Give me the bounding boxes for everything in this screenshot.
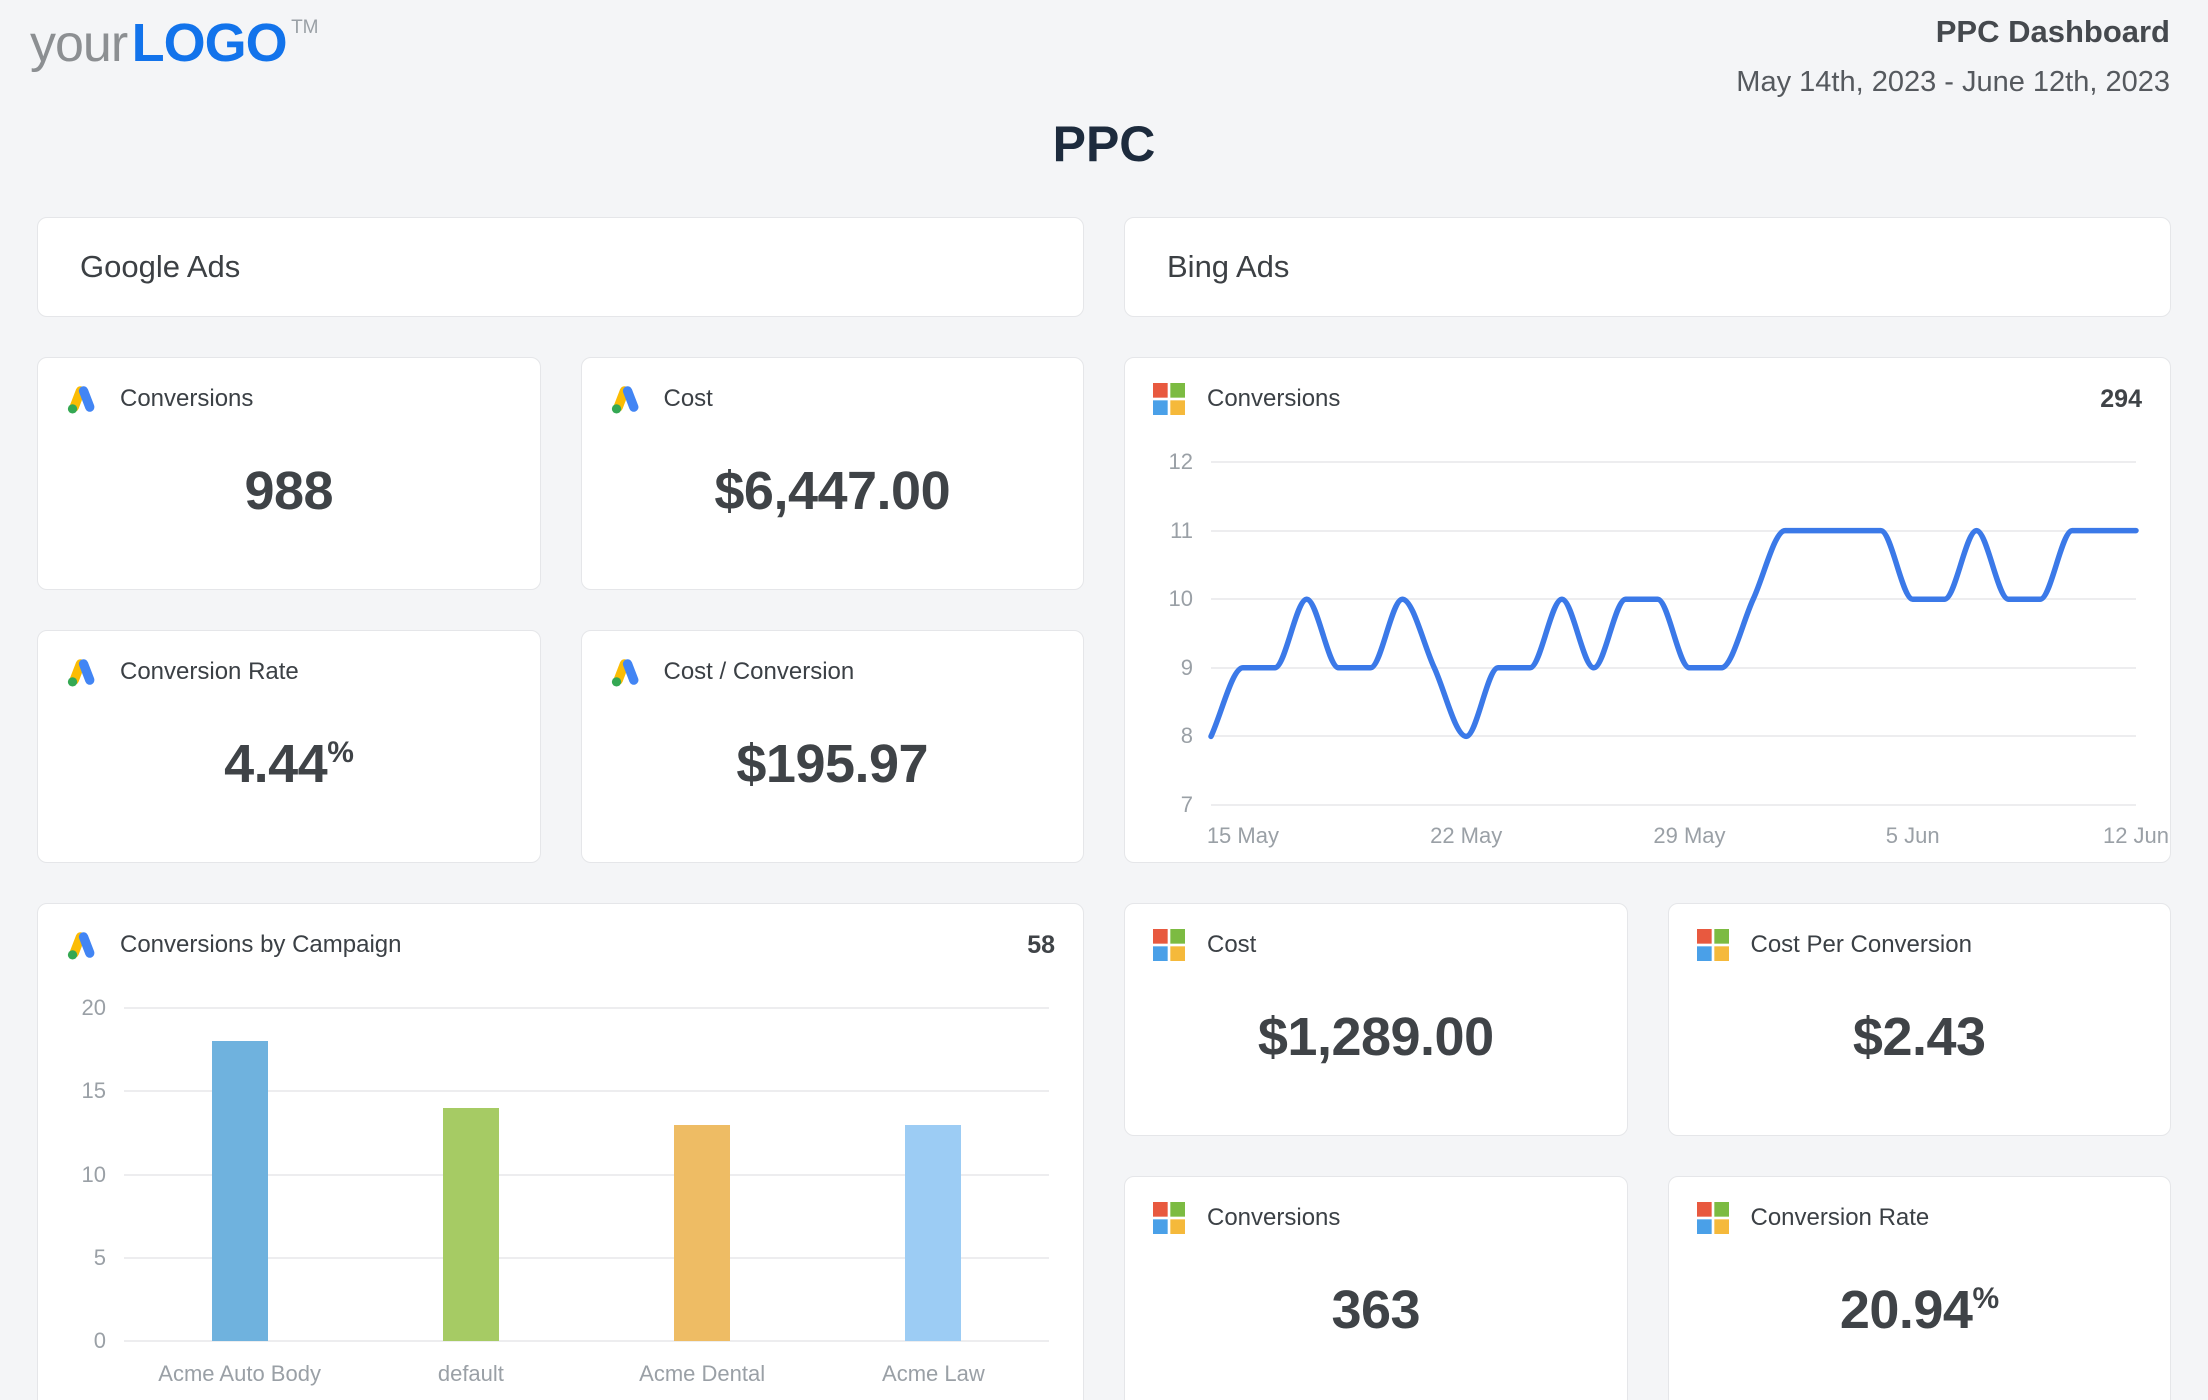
google-ads-icon xyxy=(66,929,98,961)
bing-ads-section: Bing Ads Conversions 294 12 11 10 9 8 7 15 May… xyxy=(1124,217,2171,1400)
stat-value: 988 xyxy=(244,460,334,521)
stat-value: $2.43 xyxy=(1852,1006,1986,1067)
conversions-line-chart: 12 11 10 9 8 7 15 May 22 May 29 May 5 Jun 12 Jun xyxy=(1153,449,2170,862)
y-axis-label: 7 xyxy=(1180,792,1193,817)
x-axis-label: Acme Dental xyxy=(639,1361,766,1386)
dashboard-grid: Google Ads Conversions 988 Cost $6,447.0… xyxy=(37,217,2171,1400)
google-stats-grid: Conversions 988 Cost $6,447.00 Conversio… xyxy=(37,357,1084,863)
stat-label: Conversion Rate xyxy=(1750,1204,1930,1231)
x-axis-label: 22 May xyxy=(1430,823,1503,848)
y-axis-label: 10 xyxy=(1168,586,1193,612)
y-axis-label: 8 xyxy=(1180,723,1193,749)
stat-value: $6,447.00 xyxy=(714,460,951,521)
x-axis-label: Acme Law xyxy=(882,1361,985,1386)
stat-value: $1,289.00 xyxy=(1257,1006,1494,1067)
stat-card-bing-conversions: Conversions 363 xyxy=(1124,1176,1628,1400)
y-axis-label: 12 xyxy=(1168,449,1193,474)
stat-card-google-cost: Cost $6,447.00 xyxy=(580,357,1084,590)
stat-label: Cost Per Conversion xyxy=(1750,931,1972,958)
logo-trademark: TM xyxy=(291,17,319,38)
gridline xyxy=(124,1340,1049,1342)
x-axis-label: 29 May xyxy=(1653,823,1726,848)
chart-title: Conversions by Campaign xyxy=(120,931,402,958)
stat-value: 363 xyxy=(1331,1279,1421,1340)
logo-text-your: your xyxy=(30,15,128,73)
microsoft-icon xyxy=(1697,929,1729,961)
stat-card-google-conversions: Conversions 988 xyxy=(37,357,541,590)
microsoft-icon xyxy=(1153,383,1185,415)
logo-text-logo: LOGO xyxy=(131,13,288,73)
bing-conversions-chart-card: Conversions 294 12 11 10 9 8 7 15 May 22 May 29 … xyxy=(1124,357,2171,863)
stat-label: Conversion Rate xyxy=(120,658,299,685)
bar-acme-dental xyxy=(674,1124,731,1341)
stat-value: 4.44% xyxy=(224,733,354,794)
bar-default xyxy=(442,1107,499,1341)
x-axis-label: default xyxy=(437,1361,504,1386)
stat-card-bing-cost-per-conversion: Cost Per Conversion $2.43 xyxy=(1667,903,2171,1136)
header: your LOGO TM PPC Dashboard May 14th, 202… xyxy=(0,0,2208,99)
gridline xyxy=(1211,598,2136,601)
google-ads-icon xyxy=(610,383,642,415)
gridline xyxy=(1211,804,2136,806)
x-axis-label: 5 Jun xyxy=(1885,823,1940,848)
chart-total-badge: 294 xyxy=(2100,384,2142,413)
stat-label: Cost xyxy=(663,385,713,412)
gridline xyxy=(124,1173,1049,1176)
y-axis-label: 20 xyxy=(81,995,106,1020)
logo: your LOGO TM xyxy=(30,10,319,70)
google-ads-icon xyxy=(66,656,98,688)
bar-acme-auto-body xyxy=(211,1041,268,1341)
gridline xyxy=(124,1007,1049,1009)
gridline xyxy=(124,1256,1049,1259)
gridline xyxy=(1211,461,2136,463)
google-ads-section: Google Ads Conversions 988 Cost $6,447.0… xyxy=(37,217,1084,1400)
bing-ads-section-header: Bing Ads xyxy=(1124,217,2171,317)
gridline xyxy=(1211,735,2136,738)
y-axis-label: 5 xyxy=(93,1244,106,1270)
google-ads-icon xyxy=(610,656,642,688)
y-axis-label: 11 xyxy=(1170,517,1193,543)
stat-label: Cost xyxy=(1207,931,1257,958)
gridline xyxy=(1211,529,2136,532)
x-axis-label: 12 Jun xyxy=(2102,823,2170,848)
y-axis-label: 0 xyxy=(93,1328,106,1353)
section-title: Google Ads xyxy=(80,249,241,284)
x-axis-label: Acme Auto Body xyxy=(158,1361,321,1386)
microsoft-icon xyxy=(1153,1202,1185,1234)
conversions-line-series xyxy=(1208,527,2139,740)
campaign-bar-chart: 20 15 10 5 0 Acme Auto Body default Acme Dental… xyxy=(66,995,1055,1400)
stat-label: Conversions xyxy=(1207,1204,1341,1231)
y-axis-label: 15 xyxy=(81,1078,106,1104)
stat-value: $195.97 xyxy=(736,733,929,794)
stat-card-bing-cost: Cost $1,289.00 xyxy=(1124,903,1628,1136)
chart-total-badge: 58 xyxy=(1027,930,1055,959)
stat-card-bing-conversion-rate: Conversion Rate 20.94% xyxy=(1667,1176,2171,1400)
x-axis-label: 15 May xyxy=(1206,823,1279,848)
stat-label: Cost / Conversion xyxy=(663,658,855,685)
conversions-by-campaign-chart-card: Conversions by Campaign 58 20 15 10 5 0 Acme … xyxy=(37,903,1084,1400)
google-ads-section-header: Google Ads xyxy=(37,217,1084,317)
report-title: PPC Dashboard xyxy=(1935,14,2170,49)
google-ads-icon xyxy=(66,383,98,415)
stat-card-google-conversion-rate: Conversion Rate 4.44% xyxy=(37,630,541,863)
stat-value: 20.94% xyxy=(1839,1279,1999,1340)
stat-label: Conversions xyxy=(120,385,254,412)
microsoft-icon xyxy=(1153,929,1185,961)
y-axis-label: 10 xyxy=(81,1161,106,1187)
section-title: Bing Ads xyxy=(1167,249,1290,284)
microsoft-icon xyxy=(1697,1202,1729,1234)
date-range: May 14th, 2023 - June 12th, 2023 xyxy=(1736,66,2170,98)
report-meta: PPC Dashboard May 14th, 2023 - June 12th… xyxy=(1736,10,2170,99)
bar-acme-law xyxy=(905,1124,962,1341)
gridline xyxy=(1211,666,2136,669)
gridline xyxy=(124,1090,1049,1093)
page-title: PPC xyxy=(1052,116,1156,172)
y-axis-label: 9 xyxy=(1180,654,1193,680)
bing-stats-grid: Cost $1,289.00 Cost Per Conversion $2.43… xyxy=(1124,903,2171,1400)
stat-card-google-cost-per-conversion: Cost / Conversion $195.97 xyxy=(580,630,1084,863)
chart-title: Conversions xyxy=(1207,385,1341,412)
